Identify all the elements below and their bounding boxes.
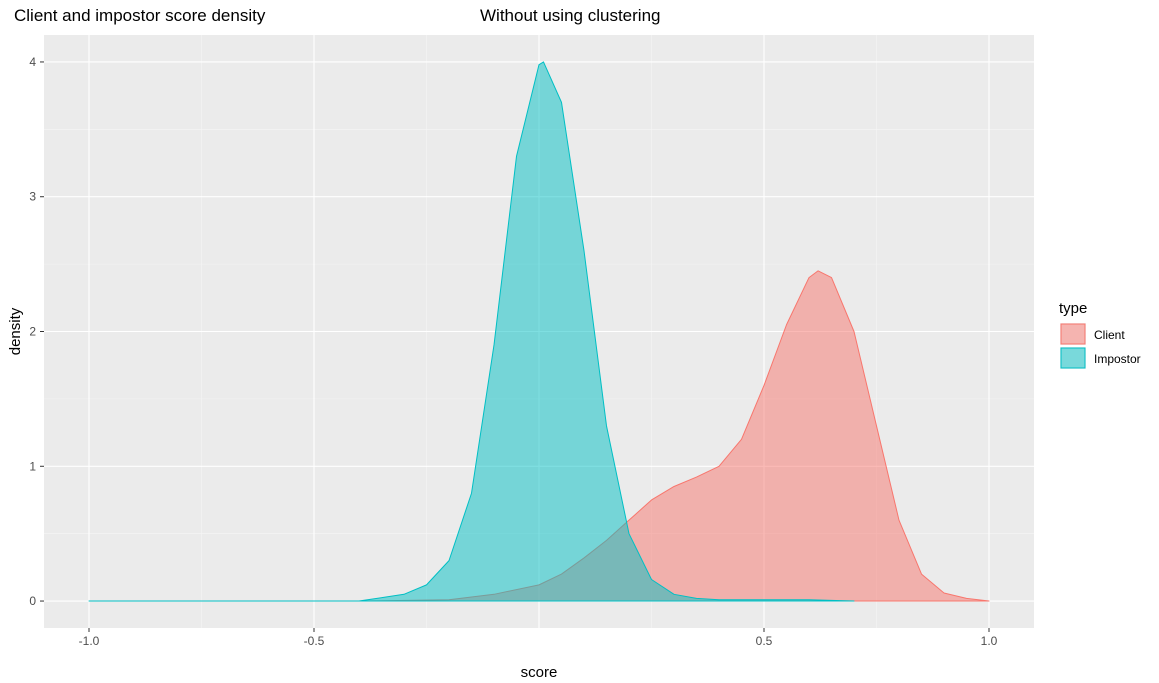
y-tick-label: 3 <box>29 190 36 204</box>
chart-subtitle: Without using clustering <box>480 6 661 25</box>
y-tick-label: 1 <box>29 459 36 473</box>
density-area-impostor <box>88 61 855 602</box>
x-tick-label: 1.0 <box>981 634 998 648</box>
legend-title: type <box>1059 300 1087 317</box>
legend-label-client: Client <box>1094 328 1125 342</box>
legend: type Client Impostor <box>1059 300 1141 369</box>
y-tick-label: 2 <box>29 325 36 339</box>
legend-swatch-client <box>1060 323 1086 345</box>
legend-label-impostor: Impostor <box>1094 352 1141 366</box>
x-axis-title: score <box>521 664 558 681</box>
y-axis-title: density <box>7 307 24 355</box>
y-axis-ticks: 0 1 2 3 4 <box>29 55 44 608</box>
chart-title: Client and impostor score density <box>14 6 266 25</box>
x-tick-label: -1.0 <box>79 634 100 648</box>
x-tick-label: -0.5 <box>304 634 325 648</box>
y-tick-label: 4 <box>29 55 36 69</box>
y-tick-label: 0 <box>29 594 36 608</box>
x-axis-ticks: -1.0 -0.5 0.5 1.0 <box>79 628 998 648</box>
x-tick-label: 0.5 <box>756 634 773 648</box>
legend-swatch-impostor <box>1060 347 1086 369</box>
density-areas <box>88 61 990 602</box>
